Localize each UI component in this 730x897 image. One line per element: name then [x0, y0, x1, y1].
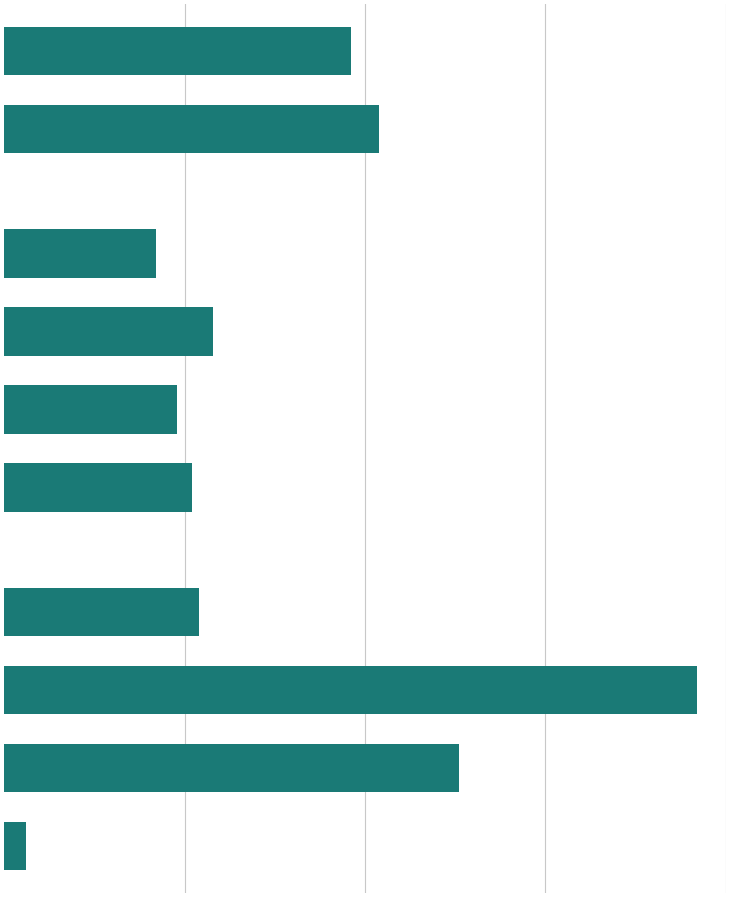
Bar — [4, 744, 459, 792]
Bar — [4, 308, 213, 356]
Bar — [4, 105, 380, 153]
Bar — [4, 822, 26, 870]
Bar — [4, 588, 199, 636]
Bar — [4, 230, 155, 278]
Bar — [4, 464, 192, 511]
Bar — [4, 386, 177, 433]
Bar — [4, 27, 350, 75]
Bar — [4, 666, 697, 714]
